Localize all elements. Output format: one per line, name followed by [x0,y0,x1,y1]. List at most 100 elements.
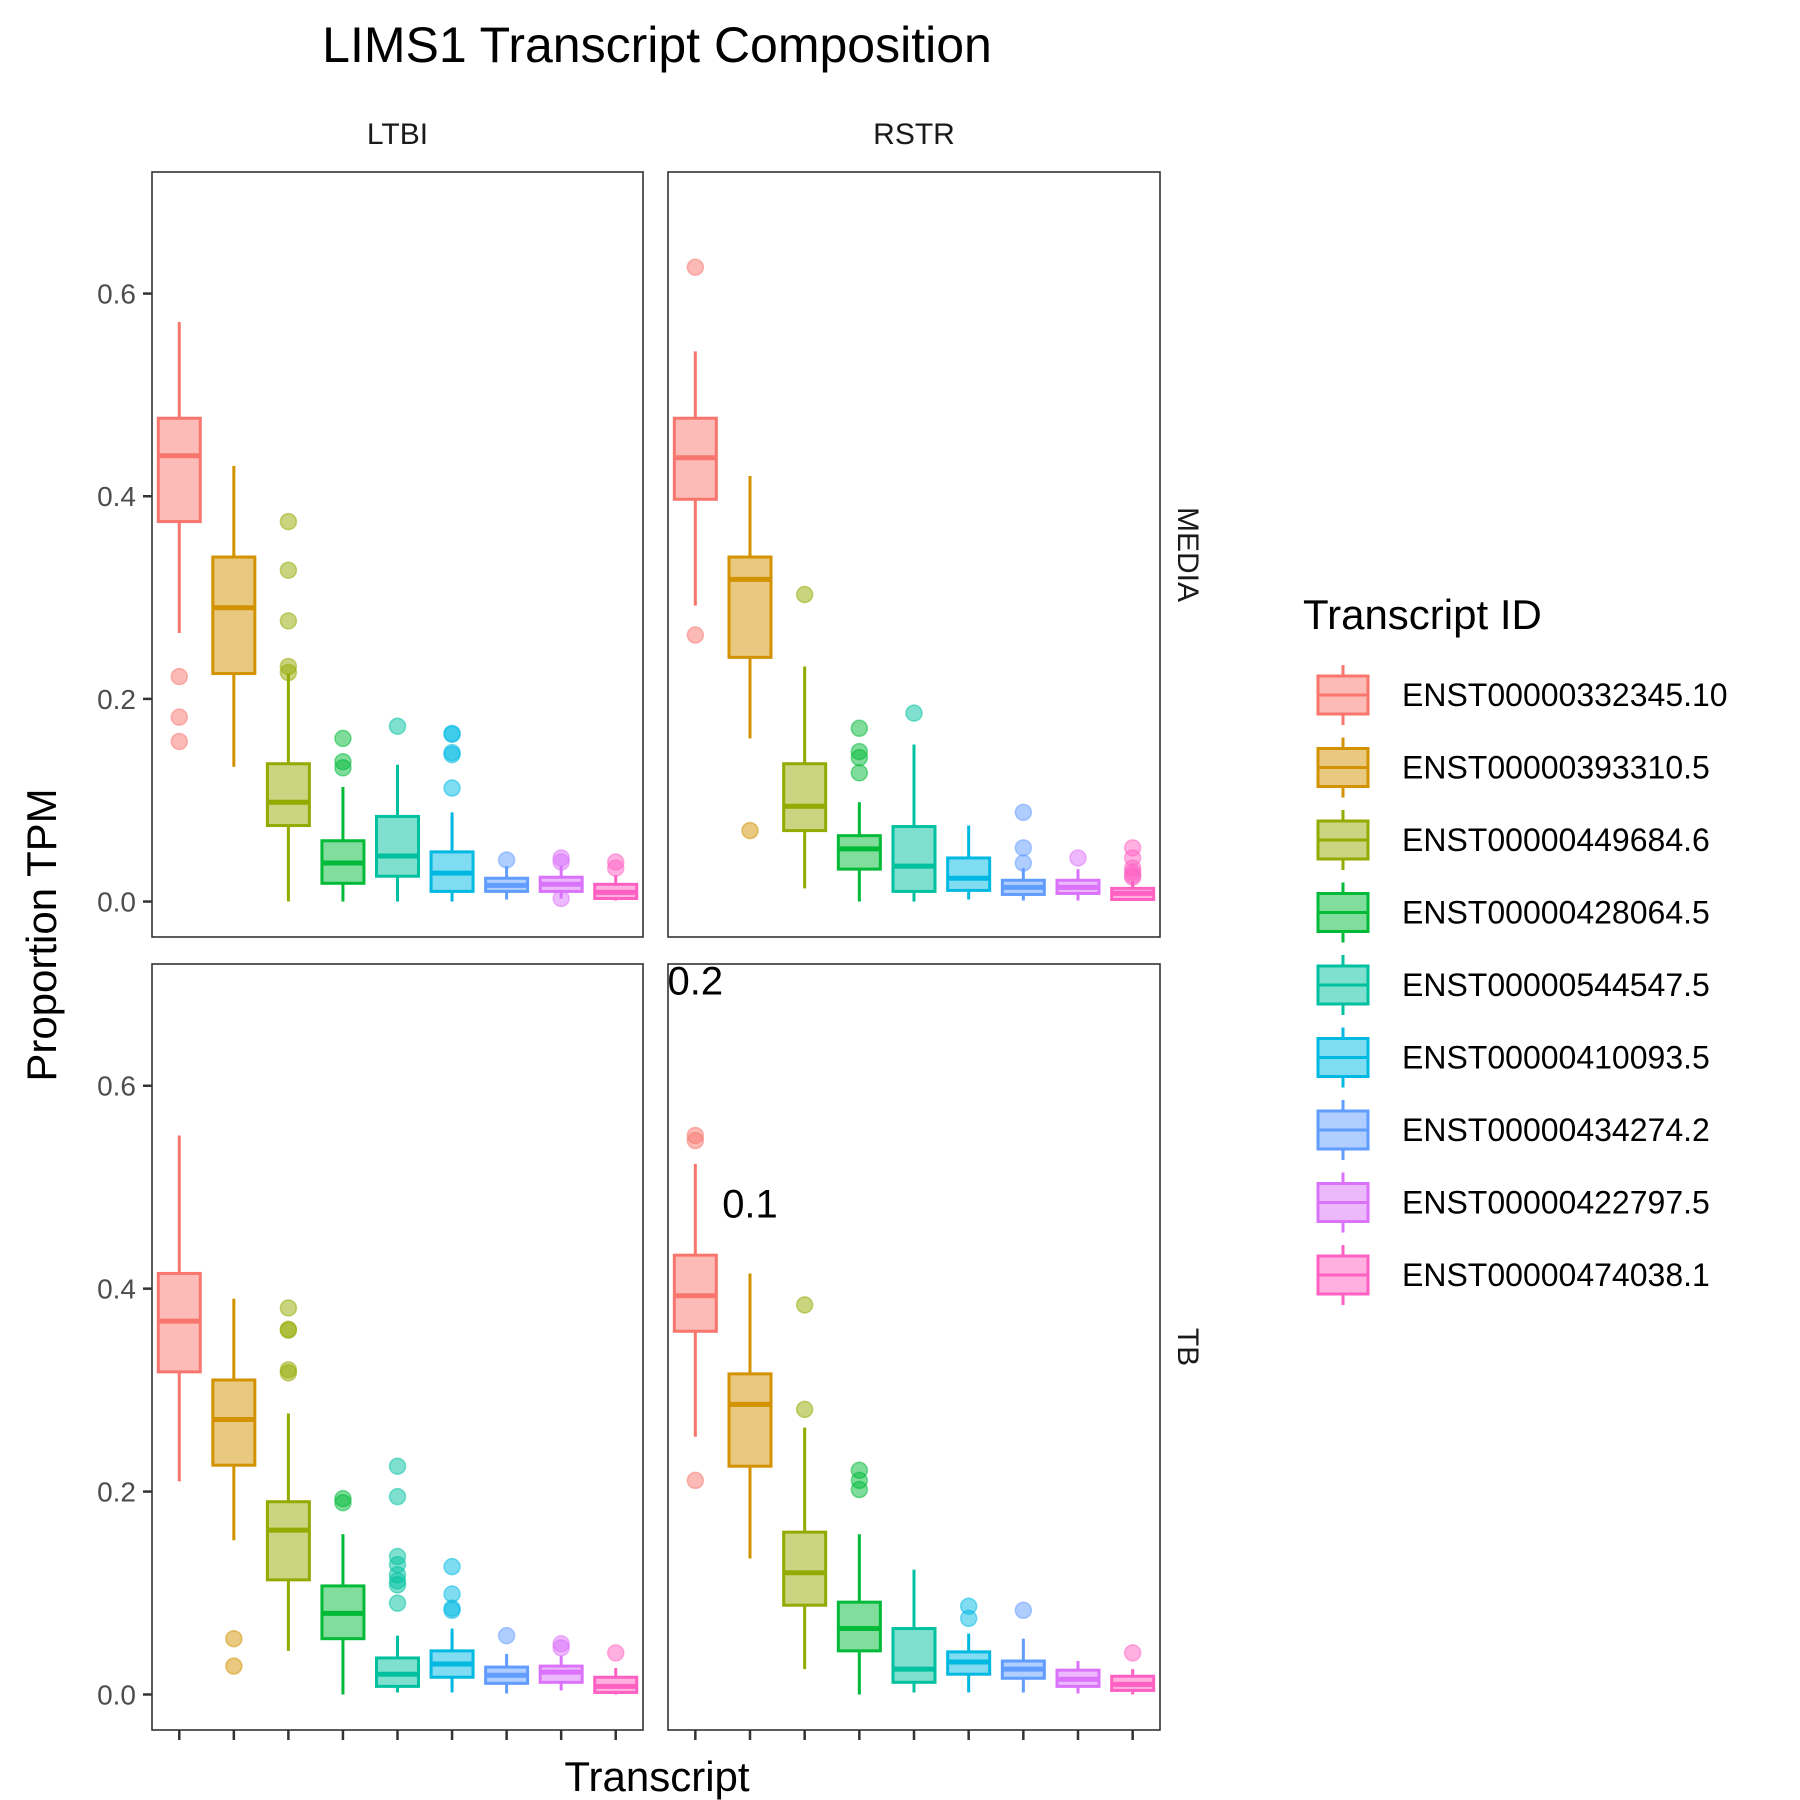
box-4 [836,1461,882,1695]
legend-item: ENST00000544547.5 [1316,955,1710,1015]
outlier-point [225,1629,243,1648]
legend-item: ENST00000474038.1 [1316,1245,1710,1305]
y-tick-label: 0.4 [97,1274,136,1305]
box-iqr [727,1372,773,1468]
box-5 [375,1457,420,1693]
box-iqr [156,416,202,524]
box-7 [1000,1601,1046,1693]
outlier-point [850,764,869,782]
legend-item: ENST00000428064.5 [1316,882,1710,943]
outlier-point [552,889,570,908]
chart-title: LIMS1 Transcript Composition [322,17,992,73]
outlier-point [1014,1601,1033,1620]
box-6 [429,1557,475,1693]
outlier-point [795,1400,814,1419]
outlier-point [388,1594,407,1612]
outlier-point [334,759,352,777]
outlier-point [279,1299,298,1317]
y-tick-label: 0.4 [97,481,136,512]
box-iqr [891,825,937,893]
y-tick-label: 0.6 [97,279,136,310]
box-6 [946,1597,992,1693]
box-5 [891,1569,937,1693]
legend-label: ENST00000422797.5 [1402,1185,1710,1221]
outlier-point [334,729,352,748]
legend-label: ENST00000474038.1 [1402,1257,1710,1293]
box-3 [782,1296,828,1670]
outlier-point [1123,868,1142,886]
box-iqr [265,1500,311,1582]
panel-rstr-tb: TB [667,963,1204,1740]
annotation-label: 0.1 [722,1183,778,1227]
outlier-point [850,1480,869,1499]
panel-ltbi-media: 0.0 0.2 0.4 0.6 LTBI [97,118,644,938]
outlier-point [170,732,189,751]
outlier-point [497,1626,516,1645]
legend-label: ENST00000434274.2 [1402,1112,1710,1148]
box-iqr [891,1627,937,1684]
box-3 [265,1299,311,1651]
box-5 [891,704,937,902]
outlier-point [795,1296,814,1314]
outlier-point [552,853,570,871]
legend-item: ENST00000332345.10 [1316,665,1728,725]
legend: Transcript ID ENST00000332345.10 ENST0000… [1303,591,1728,1305]
outlier-point [686,1471,705,1490]
box-3 [265,512,311,902]
panel-rstr-media: RSTR MEDIA [667,118,1204,938]
box-8 [538,849,584,908]
box-9 [1110,839,1156,902]
box-iqr [782,1530,828,1607]
box-6 [946,825,992,900]
outlier-point [1014,839,1033,857]
outlier-point [443,745,461,764]
box-2 [211,1298,257,1675]
outlier-point [443,779,461,797]
legend-label: ENST00000428064.5 [1402,895,1710,931]
outlier-point [1069,849,1087,867]
x-axis-label: Transcript [564,1753,749,1800]
legend-item: ENST00000393310.5 [1316,737,1710,798]
legend-title: Transcript ID [1303,591,1542,638]
box-2 [211,465,257,767]
outlier-point [741,821,759,840]
outlier-point [279,663,298,682]
box-4 [320,1489,366,1695]
outlier-point [905,704,923,722]
panel-border [667,171,1161,938]
panel-border [151,171,644,938]
outlier-point [388,1487,407,1506]
facet-panels: 0.0 0.2 0.4 0.6 LTBI RSTR MEDIA 0.0 0.2 0.4 0.6 TB 0… [97,118,1204,1740]
outlier-point [552,1639,570,1657]
box-iqr [672,1253,718,1333]
outlier-point [1014,854,1033,872]
outlier-point [279,512,298,531]
outlier-point [686,626,705,644]
legend-label: ENST00000393310.5 [1402,750,1710,786]
legend-item: ENST00000422797.5 [1316,1172,1710,1233]
outlier-point [497,851,516,869]
outlier-point [959,1609,978,1628]
box-6 [429,724,475,902]
outlier-point [686,1131,705,1150]
box-iqr [836,834,882,871]
box-9 [1110,1644,1156,1695]
outlier-point [850,748,869,767]
box-2 [727,475,773,840]
box-7 [1000,803,1046,901]
outlier-point [443,1601,461,1620]
box-8 [538,1635,584,1691]
outlier-point [170,708,189,726]
box-7 [484,851,530,900]
box-7 [484,1626,530,1694]
box-iqr [265,762,311,828]
facet-row-label: TB [1171,1328,1204,1366]
box-9 [593,1644,639,1695]
y-tick-label: 0.2 [97,1477,136,1508]
box-5 [375,717,420,902]
outlier-point [443,1557,461,1576]
box-8 [1055,1661,1101,1694]
box-8 [1055,849,1101,901]
legend-item: ENST00000449684.6 [1316,810,1710,870]
